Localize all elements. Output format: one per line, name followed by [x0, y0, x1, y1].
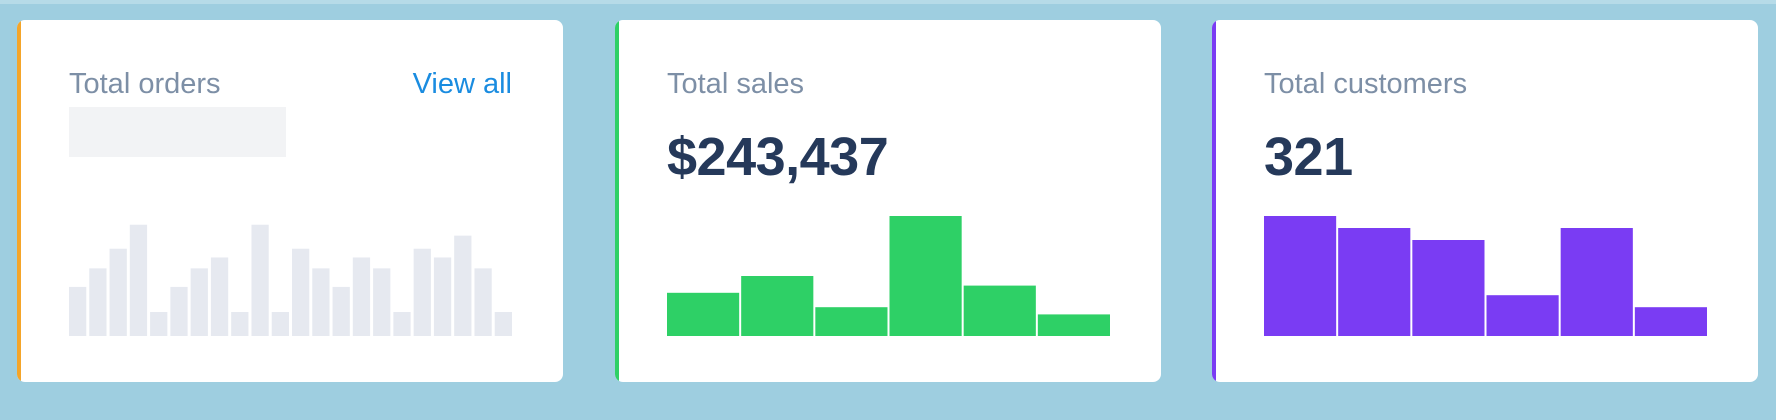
- orders-bar: [231, 312, 249, 336]
- customers-bar: [1338, 228, 1411, 336]
- orders-value-placeholder: [69, 107, 286, 157]
- orders-bar: [352, 257, 371, 336]
- orders-bar: [393, 312, 411, 336]
- orders-accent-bar: [17, 20, 21, 382]
- total-orders-title: Total orders: [69, 68, 221, 100]
- customers-bar: [1560, 228, 1633, 336]
- orders-chart: [69, 216, 512, 336]
- orders-bar: [332, 286, 350, 336]
- sales-bar: [667, 292, 740, 336]
- orders-bar: [474, 268, 492, 336]
- orders-bar: [170, 286, 188, 336]
- orders-bar: [129, 224, 148, 336]
- orders-bar: [210, 257, 229, 336]
- sales-bar: [741, 276, 814, 336]
- orders-bar: [190, 268, 208, 336]
- total-sales-card: Total sales $243,437: [615, 20, 1161, 382]
- sales-bar: [1037, 314, 1110, 336]
- orders-bar-chart: [69, 224, 512, 336]
- sales-chart: [667, 216, 1110, 336]
- sales-bar-chart: [667, 216, 1110, 336]
- customers-bar: [1264, 216, 1337, 336]
- customers-chart: [1264, 216, 1707, 336]
- total-customers-value: 321: [1264, 127, 1353, 187]
- orders-bar: [454, 235, 472, 336]
- orders-bar: [69, 286, 87, 336]
- orders-bar: [292, 248, 310, 336]
- sales-bar: [889, 216, 962, 336]
- sales-accent-bar: [615, 20, 619, 382]
- total-sales-title: Total sales: [667, 68, 805, 100]
- customers-bar: [1412, 240, 1485, 336]
- orders-bar: [494, 312, 512, 336]
- customers-accent-bar: [1212, 20, 1216, 382]
- orders-bar: [109, 248, 127, 336]
- sales-bar: [815, 307, 888, 336]
- orders-bar: [413, 248, 431, 336]
- customers-bar-chart: [1264, 216, 1707, 336]
- total-customers-card: Total customers 321: [1212, 20, 1758, 382]
- customers-bar: [1634, 307, 1707, 336]
- orders-bar: [373, 268, 391, 336]
- total-customers-title: Total customers: [1264, 68, 1468, 100]
- orders-bar: [433, 257, 452, 336]
- window-top-edge: [0, 0, 1776, 4]
- orders-bar: [271, 312, 289, 336]
- orders-bar: [251, 224, 269, 336]
- sales-bar: [963, 285, 1036, 336]
- orders-bar: [150, 312, 168, 336]
- total-sales-value: $243,437: [667, 127, 889, 187]
- view-all-link[interactable]: View all: [412, 68, 512, 100]
- orders-bar: [89, 268, 107, 336]
- orders-bar: [312, 268, 330, 336]
- total-orders-card: Total orders View all: [17, 20, 563, 382]
- customers-bar: [1486, 295, 1559, 336]
